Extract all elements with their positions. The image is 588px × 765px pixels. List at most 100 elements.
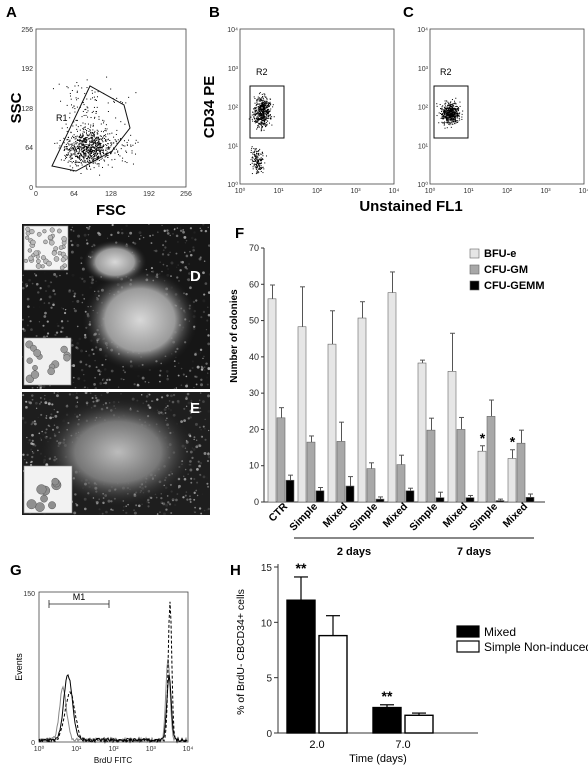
event-dot [93, 142, 95, 144]
cell-speck [199, 473, 202, 476]
event-dot [78, 147, 80, 149]
event-dot [451, 107, 453, 109]
event-dot [263, 111, 265, 113]
event-dot [448, 106, 450, 108]
event-dot [264, 116, 266, 118]
event-dot [263, 118, 265, 120]
event-dot [68, 160, 70, 162]
event-dot [110, 88, 112, 90]
event-dot [85, 140, 87, 142]
event-dot [84, 93, 86, 95]
inset-d-bottom-cells [25, 340, 71, 383]
event-dot [83, 140, 85, 142]
event-dot [260, 167, 262, 169]
cell-speck [47, 402, 51, 406]
event-dot [76, 90, 78, 92]
cell-speck [76, 392, 78, 394]
event-dot [92, 144, 94, 146]
event-dot [88, 155, 90, 157]
event-dot [93, 153, 95, 155]
event-dot [89, 161, 91, 163]
event-dot [259, 106, 261, 108]
event-dot [263, 120, 265, 122]
cell-speck [80, 349, 84, 353]
event-dot [446, 109, 448, 111]
event-dot [72, 125, 74, 127]
event-dot [446, 116, 448, 118]
event-dot [89, 137, 91, 139]
cell-speck [99, 382, 103, 385]
event-dot [440, 112, 442, 114]
event-dot [263, 116, 265, 118]
event-dot [461, 118, 463, 120]
inset-cell [26, 357, 33, 364]
cell-speck [180, 261, 182, 263]
event-dot [95, 154, 97, 156]
event-dot [450, 114, 452, 116]
event-dot [459, 101, 461, 103]
event-dot [75, 136, 77, 138]
event-dot [120, 121, 122, 123]
f-bar [405, 490, 415, 503]
event-dot [255, 157, 257, 159]
event-dot [121, 144, 123, 146]
event-dot [252, 111, 254, 113]
inset-cell [59, 265, 65, 271]
cell-speck [72, 364, 76, 368]
event-dot [74, 162, 76, 164]
event-dot [453, 116, 455, 118]
event-dot [450, 106, 452, 108]
event-dot [263, 100, 265, 102]
cell-speck [50, 413, 53, 416]
cell-speck [163, 512, 166, 516]
event-dot [443, 110, 445, 112]
log-xtick-label: 10³ [540, 188, 551, 195]
cell-speck [57, 324, 60, 328]
cell-speck [162, 375, 164, 377]
cell-speck [161, 502, 164, 505]
event-dot [107, 143, 109, 145]
event-dot [263, 109, 265, 111]
event-dot [73, 153, 75, 155]
event-dot [255, 168, 257, 170]
event-dot [457, 114, 459, 116]
event-dot [86, 161, 88, 163]
event-dot [254, 163, 256, 165]
cell-speck [166, 375, 169, 377]
f-legend-label: CFU-GM [484, 264, 528, 276]
event-dot [65, 143, 67, 145]
event-dot [109, 147, 111, 149]
event-dot [268, 102, 270, 104]
cell-speck [133, 242, 137, 245]
log-xtick-label: 10⁰ [425, 187, 436, 195]
log-ytick-label: 10² [228, 105, 239, 112]
cell-speck [73, 264, 76, 267]
event-dot [93, 139, 95, 141]
cell-speck [30, 423, 33, 426]
event-dot [76, 161, 78, 163]
event-dot [259, 115, 261, 117]
cell-speck [185, 254, 189, 258]
cell-speck [182, 228, 185, 231]
event-dot [461, 116, 463, 118]
inset-cell [40, 264, 45, 269]
cell-speck [184, 242, 187, 244]
cell-speck [193, 498, 196, 501]
event-dot [450, 104, 452, 106]
event-dot [252, 160, 254, 162]
event-dot [255, 114, 257, 116]
event-dot [84, 138, 86, 140]
event-dot [255, 164, 257, 166]
event-dot [81, 140, 83, 142]
event-dot [95, 99, 97, 101]
event-dot [253, 96, 255, 98]
event-dot [90, 155, 92, 157]
event-dot [452, 114, 454, 116]
event-dot [63, 146, 65, 148]
event-dot [254, 118, 256, 120]
event-dot [69, 112, 71, 114]
event-dot [89, 143, 91, 145]
cell-speck [28, 278, 31, 282]
cell-speck [46, 332, 50, 335]
